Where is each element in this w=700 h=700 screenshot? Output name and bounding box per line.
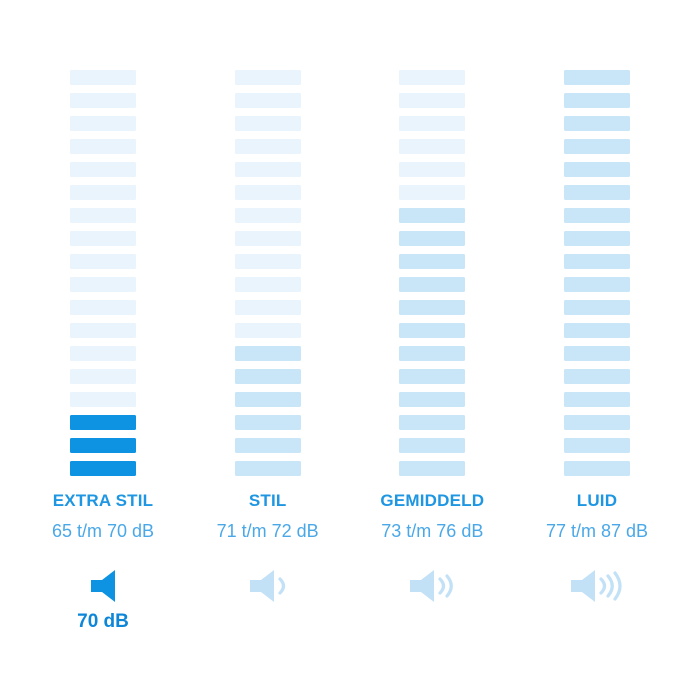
level-segment-active xyxy=(563,323,630,338)
level-segment-active xyxy=(563,185,630,200)
level-segment xyxy=(234,116,301,131)
level-segment-active xyxy=(399,323,466,338)
level-segment xyxy=(70,70,136,85)
volume-bar-stack xyxy=(70,70,136,476)
level-segment-active xyxy=(399,300,466,315)
level-segment xyxy=(70,392,136,407)
level-segment xyxy=(399,162,466,177)
level-segment-active xyxy=(563,369,630,384)
level-segment-active xyxy=(399,392,466,407)
column-luid: LUID 77 t/m 87 dB xyxy=(527,70,667,631)
level-segment-active xyxy=(399,369,466,384)
level-segment-active xyxy=(563,300,630,315)
category-title: STIL xyxy=(248,491,287,510)
level-segment xyxy=(70,346,136,361)
level-segment xyxy=(234,323,301,338)
level-segment-active xyxy=(563,231,630,246)
volume-columns: EXTRA STIL 65 t/m 70 dB 70 dB STIL 71 t/… xyxy=(33,70,667,631)
level-segment-active xyxy=(563,461,630,476)
level-segment-active xyxy=(563,162,630,177)
level-segment-active xyxy=(399,346,466,361)
speaker-medium-icon xyxy=(410,569,454,603)
level-segment-active xyxy=(399,277,466,292)
column-gemiddeld: GEMIDDELD 73 t/m 76 dB xyxy=(362,70,502,631)
level-segment-active xyxy=(563,415,630,430)
volume-bar-stack xyxy=(234,70,301,476)
level-segment xyxy=(70,231,136,246)
level-segment xyxy=(70,254,136,269)
level-segment xyxy=(234,139,301,154)
level-segment xyxy=(234,231,301,246)
speaker-mute-icon xyxy=(90,569,116,603)
db-range-label: 71 t/m 72 dB xyxy=(216,521,319,541)
level-segment-active xyxy=(234,392,301,407)
level-segment xyxy=(399,139,466,154)
level-segment xyxy=(234,277,301,292)
level-segment-active xyxy=(399,461,466,476)
category-title: GEMIDDELD xyxy=(380,491,485,510)
level-segment xyxy=(70,139,136,154)
level-segment-active xyxy=(70,461,136,476)
level-segment xyxy=(70,300,136,315)
level-segment-active xyxy=(563,208,630,223)
db-range-label: 73 t/m 76 dB xyxy=(381,521,484,541)
volume-bar-stack xyxy=(399,70,466,476)
level-segment-active xyxy=(563,139,630,154)
level-segment-active xyxy=(234,369,301,384)
level-segment-active xyxy=(399,231,466,246)
level-segment xyxy=(70,323,136,338)
level-segment-active xyxy=(234,346,301,361)
level-segment xyxy=(70,162,136,177)
selected-volume-label: 70 dB xyxy=(77,611,129,632)
level-segment-active xyxy=(563,254,630,269)
level-segment xyxy=(399,185,466,200)
level-segment-active xyxy=(563,277,630,292)
volume-bar-stack xyxy=(563,70,630,476)
speaker-low-icon xyxy=(249,569,286,603)
level-segment-active xyxy=(234,415,301,430)
level-segment xyxy=(399,116,466,131)
category-title: LUID xyxy=(576,491,618,510)
category-title: EXTRA STIL xyxy=(52,491,154,510)
level-segment xyxy=(70,369,136,384)
level-segment-active xyxy=(399,415,466,430)
level-segment xyxy=(70,116,136,131)
level-segment xyxy=(234,300,301,315)
speaker-loud-icon xyxy=(570,569,623,603)
level-segment xyxy=(234,70,301,85)
level-segment xyxy=(234,162,301,177)
level-segment xyxy=(399,70,466,85)
level-segment-active xyxy=(563,70,630,85)
level-segment xyxy=(234,93,301,108)
level-segment xyxy=(399,93,466,108)
level-segment xyxy=(70,208,136,223)
level-segment-active xyxy=(70,438,136,453)
level-segment-active xyxy=(563,346,630,361)
level-segment-active xyxy=(70,415,136,430)
level-segment-active xyxy=(399,208,466,223)
column-stil: STIL 71 t/m 72 dB xyxy=(198,70,338,631)
db-range-label: 65 t/m 70 dB xyxy=(51,521,155,541)
level-segment-active xyxy=(563,116,630,131)
level-segment xyxy=(234,254,301,269)
db-range-label: 77 t/m 87 dB xyxy=(545,521,648,541)
level-segment xyxy=(234,208,301,223)
level-segment-active xyxy=(234,461,301,476)
level-segment-active xyxy=(234,438,301,453)
level-segment-active xyxy=(563,392,630,407)
level-segment-active xyxy=(399,438,466,453)
level-segment xyxy=(70,185,136,200)
level-segment xyxy=(234,185,301,200)
level-segment xyxy=(70,93,136,108)
level-segment-active xyxy=(563,438,630,453)
column-extra-stil: EXTRA STIL 65 t/m 70 dB 70 dB xyxy=(33,70,173,631)
level-segment xyxy=(70,277,136,292)
level-segment-active xyxy=(563,93,630,108)
level-segment-active xyxy=(399,254,466,269)
